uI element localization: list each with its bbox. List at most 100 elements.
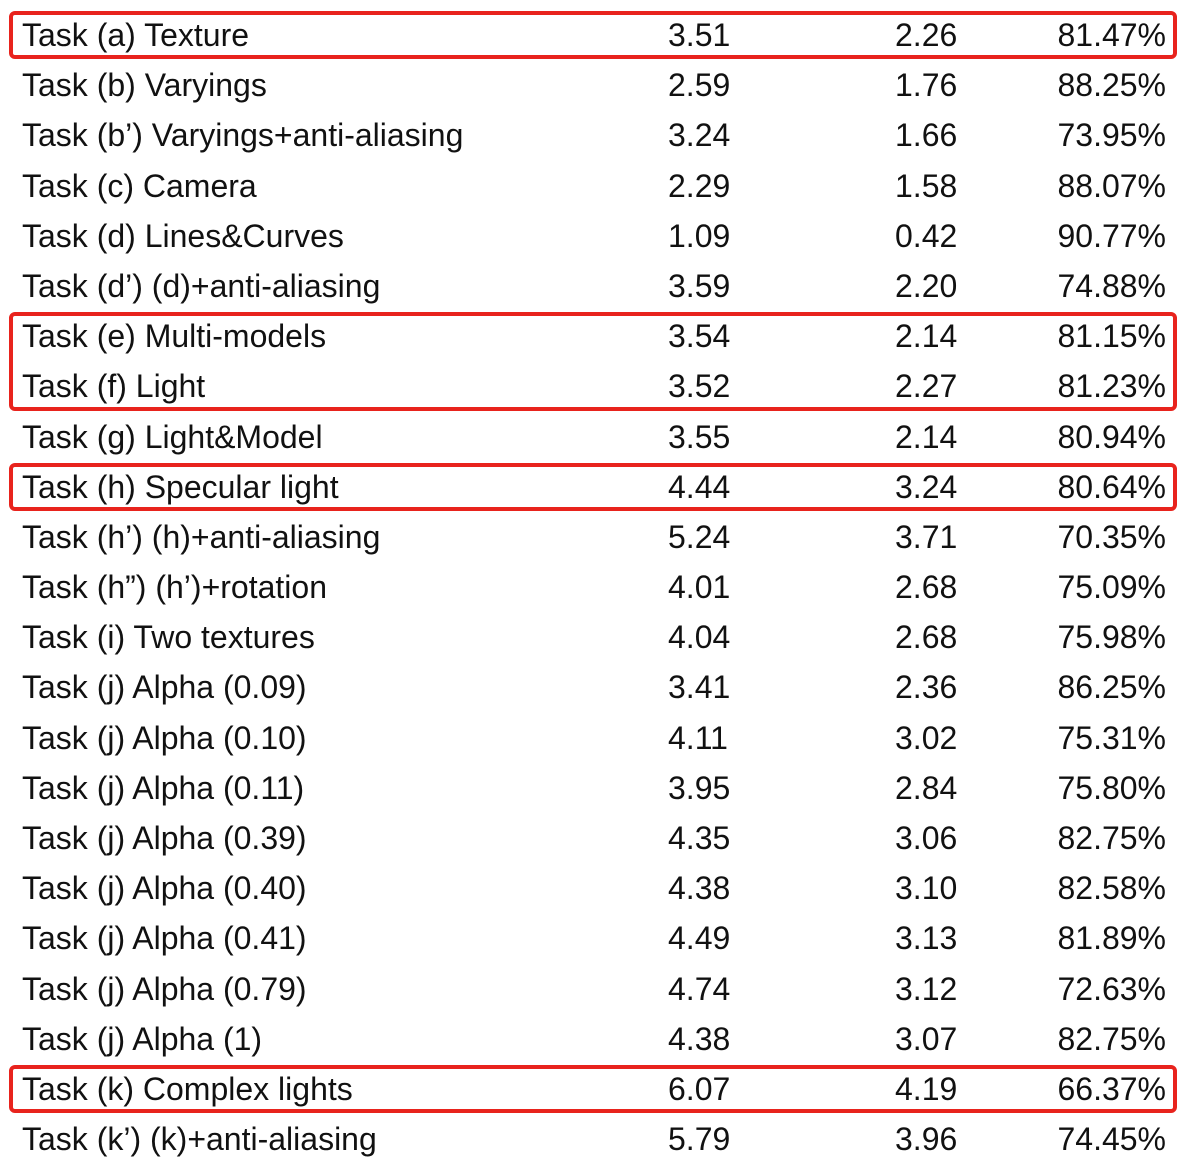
table-row: Task (b) Varyings 2.59 1.76 88.25% bbox=[0, 60, 1183, 110]
task-name-cell: Task (h) Specular light bbox=[22, 468, 339, 505]
table-row: Task (j) Alpha (0.79) 4.74 3.12 72.63% bbox=[0, 964, 1183, 1014]
task-name-cell: Task (j) Alpha (0.79) bbox=[22, 970, 307, 1007]
percentage-cell: 81.47% bbox=[1057, 17, 1166, 53]
value-2-cell: 3.13 bbox=[895, 920, 958, 957]
value-1-cell: 4.38 bbox=[668, 870, 731, 907]
table-row: Task (a) Texture 3.51 2.26 81.47% bbox=[0, 10, 1183, 60]
percentage-cell: 75.09% bbox=[1057, 569, 1166, 606]
table-row: Task (h) Specular light 4.44 3.24 80.64% bbox=[0, 462, 1183, 512]
task-name-cell: Task (k’) (k)+anti-aliasing bbox=[22, 1121, 377, 1158]
percentage-cell: 66.37% bbox=[1057, 1070, 1166, 1107]
value-1-cell: 3.95 bbox=[668, 769, 731, 806]
value-1-cell: 1.09 bbox=[668, 217, 731, 254]
value-2-cell: 2.14 bbox=[895, 418, 958, 455]
task-name-cell: Task (b’) Varyings+anti-aliasing bbox=[22, 117, 464, 154]
table-row: Task (j) Alpha (0.11) 3.95 2.84 75.80% bbox=[0, 763, 1183, 813]
percentage-cell: 75.80% bbox=[1057, 769, 1166, 806]
percentage-cell: 81.89% bbox=[1057, 920, 1166, 957]
task-name-cell: Task (j) Alpha (1) bbox=[22, 1020, 263, 1057]
table-row: Task (d’) (d)+anti-aliasing 3.59 2.20 74.88… bbox=[0, 261, 1183, 311]
table-row: Task (j) Alpha (0.09) 3.41 2.36 86.25% bbox=[0, 662, 1183, 712]
value-1-cell: 4.44 bbox=[668, 468, 731, 505]
percentage-cell: 82.75% bbox=[1057, 1020, 1166, 1057]
task-name-cell: Task (j) Alpha (0.10) bbox=[22, 719, 307, 756]
value-1-cell: 3.55 bbox=[668, 418, 731, 455]
task-name-cell: Task (k) Complex lights bbox=[22, 1070, 353, 1107]
table-row: Task (h”) (h’)+rotation 4.01 2.68 75.09% bbox=[0, 562, 1183, 612]
percentage-cell: 88.07% bbox=[1057, 167, 1166, 204]
table-row: Task (f) Light 3.52 2.27 81.23% bbox=[0, 361, 1183, 411]
percentage-cell: 90.77% bbox=[1057, 217, 1166, 254]
percentage-cell: 86.25% bbox=[1057, 669, 1166, 706]
task-name-cell: Task (j) Alpha (0.09) bbox=[22, 669, 307, 706]
value-2-cell: 2.27 bbox=[895, 368, 958, 405]
value-2-cell: 1.66 bbox=[895, 117, 958, 154]
percentage-cell: 74.88% bbox=[1057, 267, 1166, 304]
table-row: Task (c) Camera 2.29 1.58 88.07% bbox=[0, 161, 1183, 211]
task-name-cell: Task (i) Two textures bbox=[22, 619, 315, 656]
percentage-cell: 72.63% bbox=[1057, 970, 1166, 1007]
value-2-cell: 2.26 bbox=[895, 17, 958, 53]
percentage-cell: 73.95% bbox=[1057, 117, 1166, 154]
table-row: Task (h’) (h)+anti-aliasing 5.24 3.71 70.35… bbox=[0, 512, 1183, 562]
value-2-cell: 2.68 bbox=[895, 569, 958, 606]
value-1-cell: 6.07 bbox=[668, 1070, 731, 1107]
task-name-cell: Task (e) Multi-models bbox=[22, 318, 327, 355]
value-1-cell: 2.29 bbox=[668, 167, 731, 204]
percentage-cell: 74.45% bbox=[1057, 1121, 1166, 1158]
value-2-cell: 3.06 bbox=[895, 820, 958, 856]
value-2-cell: 3.71 bbox=[895, 518, 958, 555]
task-name-cell: Task (d) Lines&Curves bbox=[22, 217, 344, 254]
value-1-cell: 3.59 bbox=[668, 267, 731, 304]
value-2-cell: 4.19 bbox=[895, 1070, 958, 1107]
value-1-cell: 3.24 bbox=[668, 117, 731, 154]
percentage-cell: 81.23% bbox=[1057, 368, 1166, 405]
value-2-cell: 3.96 bbox=[895, 1121, 958, 1158]
value-1-cell: 4.35 bbox=[668, 820, 731, 856]
task-name-cell: Task (d’) (d)+anti-aliasing bbox=[22, 267, 381, 304]
results-table: Task (a) Texture 3.51 2.26 81.47% Task (b) V… bbox=[0, 10, 1183, 1164]
value-2-cell: 2.68 bbox=[895, 619, 958, 656]
table-row: Task (i) Two textures 4.04 2.68 75.98% bbox=[0, 612, 1183, 662]
task-name-cell: Task (h”) (h’)+rotation bbox=[22, 569, 327, 606]
value-1-cell: 3.41 bbox=[668, 669, 731, 706]
value-1-cell: 4.74 bbox=[668, 970, 731, 1007]
task-name-cell: Task (j) Alpha (0.11) bbox=[22, 769, 305, 806]
percentage-cell: 70.35% bbox=[1057, 518, 1166, 555]
task-name-cell: Task (j) Alpha (0.41) bbox=[22, 920, 307, 957]
value-2-cell: 2.36 bbox=[895, 669, 958, 706]
table-row: Task (j) Alpha (0.41) 4.49 3.13 81.89% bbox=[0, 913, 1183, 963]
value-1-cell: 5.24 bbox=[668, 518, 731, 555]
task-name-cell: Task (j) Alpha (0.40) bbox=[22, 870, 307, 907]
value-1-cell: 2.59 bbox=[668, 67, 731, 104]
table-row: Task (k) Complex lights 6.07 4.19 66.37% bbox=[0, 1064, 1183, 1114]
percentage-cell: 88.25% bbox=[1057, 67, 1166, 104]
task-name-cell: Task (g) Light&Model bbox=[22, 418, 323, 455]
value-2-cell: 3.10 bbox=[895, 870, 958, 907]
table-row: Task (j) Alpha (0.40) 4.38 3.10 82.58% bbox=[0, 863, 1183, 913]
percentage-cell: 81.15% bbox=[1057, 318, 1166, 355]
percentage-cell: 75.98% bbox=[1057, 619, 1166, 656]
value-1-cell: 4.38 bbox=[668, 1020, 731, 1057]
value-1-cell: 3.51 bbox=[668, 17, 731, 53]
percentage-cell: 80.64% bbox=[1057, 468, 1166, 505]
value-2-cell: 2.20 bbox=[895, 267, 958, 304]
table-row: Task (k’) (k)+anti-aliasing 5.79 3.96 74.45… bbox=[0, 1114, 1183, 1164]
task-name-cell: Task (f) Light bbox=[22, 368, 206, 405]
value-1-cell: 5.79 bbox=[668, 1121, 731, 1158]
value-2-cell: 0.42 bbox=[895, 217, 958, 254]
value-1-cell: 4.04 bbox=[668, 619, 731, 656]
value-2-cell: 3.02 bbox=[895, 719, 958, 756]
value-1-cell: 4.11 bbox=[668, 719, 728, 756]
table-row: Task (j) Alpha (0.10) 4.11 3.02 75.31% bbox=[0, 713, 1183, 763]
table-row: Task (g) Light&Model 3.55 2.14 80.94% bbox=[0, 412, 1183, 462]
task-name-cell: Task (j) Alpha (0.39) bbox=[22, 820, 307, 856]
task-name-cell: Task (b) Varyings bbox=[22, 67, 267, 104]
task-name-cell: Task (a) Texture bbox=[22, 17, 250, 53]
value-1-cell: 3.52 bbox=[668, 368, 731, 405]
table-row: Task (d) Lines&Curves 1.09 0.42 90.77% bbox=[0, 211, 1183, 261]
value-2-cell: 2.84 bbox=[895, 769, 958, 806]
percentage-cell: 82.58% bbox=[1057, 870, 1166, 907]
value-2-cell: 3.12 bbox=[895, 970, 958, 1007]
table-row: Task (j) Alpha (1) 4.38 3.07 82.75% bbox=[0, 1014, 1183, 1064]
